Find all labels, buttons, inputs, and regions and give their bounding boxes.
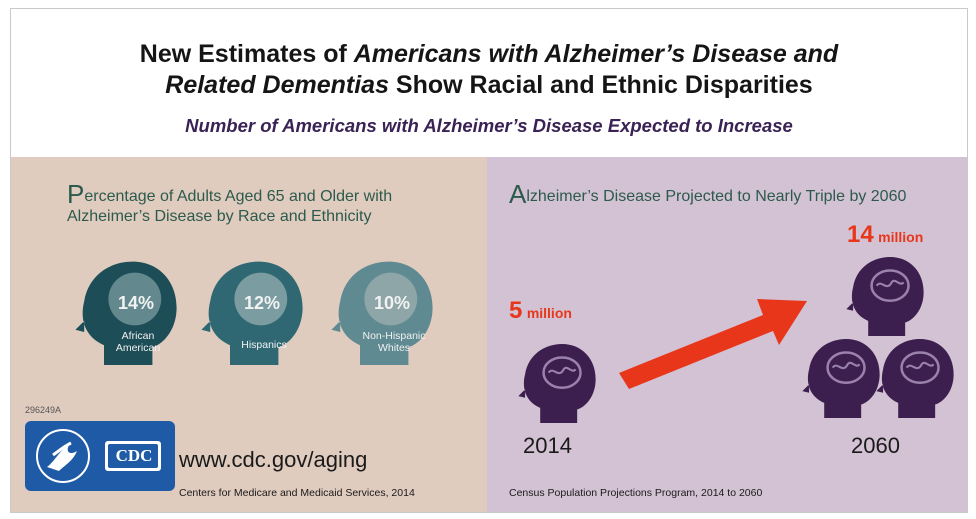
hhs-eagle-icon: [36, 429, 161, 483]
page-subtitle: Number of Americans with Alzheimer’s Dis…: [185, 115, 793, 136]
left-panel: Percentage of Adults Aged 65 and Older w…: [11, 157, 487, 512]
head-2060-top-icon: [846, 257, 924, 336]
head-hispanics: [201, 261, 303, 365]
left-heading: Percentage of Adults Aged 65 and Older w…: [67, 179, 393, 225]
document-code: 296249A: [25, 405, 62, 415]
head-african-american: [75, 261, 177, 365]
head-non-hispanic-whites: [331, 261, 433, 365]
year-2060: 2060: [851, 433, 900, 458]
right-panel: Alzheimer’s Disease Projected to Nearly …: [487, 157, 967, 512]
right-source: Census Population Projections Program, 2…: [509, 487, 763, 499]
pct-hispanics: 12%: [243, 293, 281, 313]
value-2060: 14 million: [847, 221, 924, 248]
year-2014: 2014: [523, 433, 572, 458]
value-2014: 5 million: [509, 297, 572, 324]
label-hispanics: Hispanics: [241, 339, 287, 351]
pct-non-hispanic-whites: 10%: [373, 293, 411, 313]
right-heading: Alzheimer’s Disease Projected to Nearly …: [509, 179, 907, 209]
head-2014-icon: [518, 344, 596, 423]
infographic: New Estimates of Americans with Alzheime…: [10, 8, 968, 513]
label-non-hispanic-whites: Non-Hispanic Whites: [362, 330, 426, 354]
head-2060-right-icon: [876, 339, 954, 418]
hhs-cdc-logo[interactable]: CDC: [25, 421, 175, 491]
pct-african-american: 14%: [117, 293, 155, 313]
page-title: New Estimates of Americans with Alzheime…: [139, 40, 839, 99]
left-source: Centers for Medicare and Medicaid Servic…: [179, 487, 415, 499]
label-african-american: African American: [115, 330, 161, 354]
increase-arrow-icon: [619, 299, 807, 389]
cdc-url-link[interactable]: www.cdc.gov/aging: [179, 447, 368, 472]
cdc-logo-text: CDC: [115, 446, 153, 465]
head-2060-left-icon: [802, 339, 880, 418]
